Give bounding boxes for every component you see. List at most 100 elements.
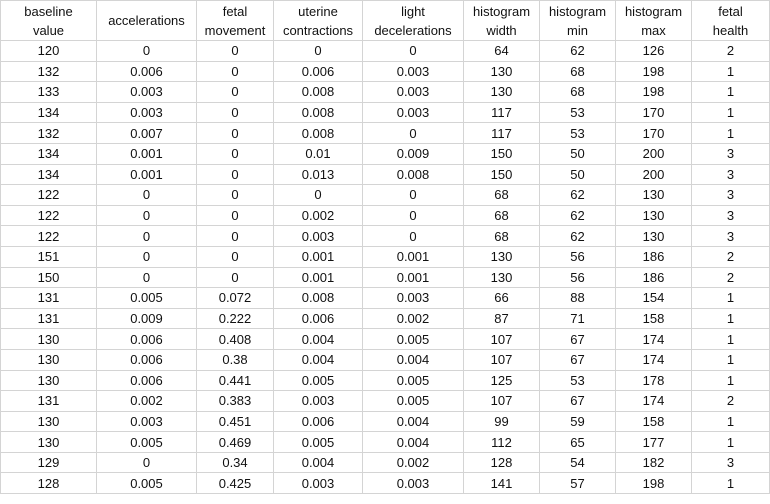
table-cell[interactable]: 0.072 xyxy=(196,287,274,309)
table-cell[interactable]: 0.222 xyxy=(196,307,274,330)
table-cell[interactable]: 99 xyxy=(463,410,540,433)
table-cell[interactable]: 130 xyxy=(0,410,97,433)
table-cell[interactable]: 0.003 xyxy=(362,287,464,309)
table-cell[interactable]: 0 xyxy=(96,184,197,206)
table-cell[interactable]: 2 xyxy=(691,245,770,268)
table-cell[interactable]: 1 xyxy=(691,410,770,433)
table-cell[interactable]: 198 xyxy=(615,472,692,495)
table-cell[interactable]: 0.34 xyxy=(196,451,274,474)
table-cell[interactable]: 178 xyxy=(615,369,692,392)
table-cell[interactable]: 0.004 xyxy=(273,348,363,371)
table-cell[interactable]: 50 xyxy=(539,142,616,165)
table-cell[interactable]: 0.005 xyxy=(96,287,197,309)
table-cell[interactable]: 0 xyxy=(96,451,197,474)
table-cell[interactable]: 0.005 xyxy=(96,431,197,453)
table-cell[interactable]: 0.001 xyxy=(96,163,197,186)
table-cell[interactable]: 1 xyxy=(691,472,770,495)
table-cell[interactable]: 0.003 xyxy=(273,390,363,412)
table-cell[interactable]: 0 xyxy=(196,142,274,165)
table-cell[interactable]: 131 xyxy=(0,287,97,309)
table-cell[interactable]: 0 xyxy=(96,266,197,289)
column-header-fetal-movement[interactable]: fetal movement xyxy=(196,0,274,41)
table-cell[interactable]: 130 xyxy=(615,184,692,206)
table-cell[interactable]: 0.005 xyxy=(362,390,464,412)
table-cell[interactable]: 200 xyxy=(615,163,692,186)
table-cell[interactable]: 107 xyxy=(463,328,540,350)
column-header-uterine-contractions[interactable]: uterine contractions xyxy=(273,0,363,41)
table-cell[interactable]: 64 xyxy=(463,40,540,62)
table-cell[interactable]: 0.008 xyxy=(273,287,363,309)
table-cell[interactable]: 0.469 xyxy=(196,431,274,453)
table-cell[interactable]: 0.003 xyxy=(273,472,363,495)
table-cell[interactable]: 1 xyxy=(691,369,770,392)
column-header-histogram-min[interactable]: histogram min xyxy=(539,0,616,41)
table-cell[interactable]: 122 xyxy=(0,225,97,247)
table-cell[interactable]: 128 xyxy=(0,472,97,495)
table-cell[interactable]: 0 xyxy=(273,184,363,206)
table-cell[interactable]: 0.451 xyxy=(196,410,274,433)
table-cell[interactable]: 0 xyxy=(96,245,197,268)
table-cell[interactable]: 0.01 xyxy=(273,142,363,165)
table-cell[interactable]: 0.38 xyxy=(196,348,274,371)
table-cell[interactable]: 0 xyxy=(96,204,197,227)
table-cell[interactable]: 130 xyxy=(0,369,97,392)
table-cell[interactable]: 0.003 xyxy=(96,81,197,103)
table-cell[interactable]: 0 xyxy=(362,122,464,144)
column-header-baseline-value[interactable]: baseline value xyxy=(0,0,97,41)
table-cell[interactable]: 1 xyxy=(691,328,770,350)
table-cell[interactable]: 117 xyxy=(463,122,540,144)
table-cell[interactable]: 0 xyxy=(196,122,274,144)
table-cell[interactable]: 130 xyxy=(0,348,97,371)
table-cell[interactable]: 107 xyxy=(463,348,540,371)
table-cell[interactable]: 120 xyxy=(0,40,97,62)
table-cell[interactable]: 174 xyxy=(615,328,692,350)
table-cell[interactable]: 56 xyxy=(539,245,616,268)
table-cell[interactable]: 62 xyxy=(539,40,616,62)
table-cell[interactable]: 0 xyxy=(196,245,274,268)
table-cell[interactable]: 151 xyxy=(0,245,97,268)
table-cell[interactable]: 0.003 xyxy=(362,472,464,495)
table-cell[interactable]: 129 xyxy=(0,451,97,474)
table-cell[interactable]: 131 xyxy=(0,390,97,412)
table-cell[interactable]: 68 xyxy=(463,225,540,247)
table-cell[interactable]: 1 xyxy=(691,348,770,371)
table-cell[interactable]: 1 xyxy=(691,307,770,330)
table-cell[interactable]: 0.001 xyxy=(273,245,363,268)
table-cell[interactable]: 0 xyxy=(96,225,197,247)
table-cell[interactable]: 53 xyxy=(539,101,616,124)
table-cell[interactable]: 0.009 xyxy=(96,307,197,330)
table-cell[interactable]: 130 xyxy=(463,81,540,103)
table-cell[interactable]: 131 xyxy=(0,307,97,330)
table-cell[interactable]: 177 xyxy=(615,431,692,453)
table-cell[interactable]: 134 xyxy=(0,142,97,165)
table-cell[interactable]: 0.008 xyxy=(362,163,464,186)
table-cell[interactable]: 0.003 xyxy=(362,101,464,124)
table-cell[interactable]: 150 xyxy=(0,266,97,289)
table-cell[interactable]: 1 xyxy=(691,122,770,144)
column-header-light-decelerations[interactable]: light decelerations xyxy=(362,0,464,41)
table-cell[interactable]: 1 xyxy=(691,81,770,103)
table-cell[interactable]: 66 xyxy=(463,287,540,309)
table-cell[interactable]: 186 xyxy=(615,245,692,268)
table-cell[interactable]: 0.002 xyxy=(273,204,363,227)
table-cell[interactable]: 150 xyxy=(463,142,540,165)
table-cell[interactable]: 198 xyxy=(615,60,692,83)
table-cell[interactable]: 130 xyxy=(615,204,692,227)
table-cell[interactable]: 1 xyxy=(691,101,770,124)
table-cell[interactable]: 0.006 xyxy=(96,60,197,83)
table-cell[interactable]: 0 xyxy=(362,184,464,206)
table-cell[interactable]: 0.002 xyxy=(362,307,464,330)
table-cell[interactable]: 0.002 xyxy=(362,451,464,474)
table-cell[interactable]: 54 xyxy=(539,451,616,474)
table-cell[interactable]: 0.013 xyxy=(273,163,363,186)
column-header-histogram-width[interactable]: histogram width xyxy=(463,0,540,41)
table-cell[interactable]: 0.425 xyxy=(196,472,274,495)
table-cell[interactable]: 53 xyxy=(539,369,616,392)
table-cell[interactable]: 0.383 xyxy=(196,390,274,412)
table-cell[interactable]: 3 xyxy=(691,225,770,247)
table-cell[interactable]: 3 xyxy=(691,204,770,227)
table-cell[interactable]: 0 xyxy=(196,225,274,247)
table-cell[interactable]: 0.003 xyxy=(96,410,197,433)
table-cell[interactable]: 0 xyxy=(196,266,274,289)
column-header-fetal-health[interactable]: fetal health xyxy=(691,0,770,41)
